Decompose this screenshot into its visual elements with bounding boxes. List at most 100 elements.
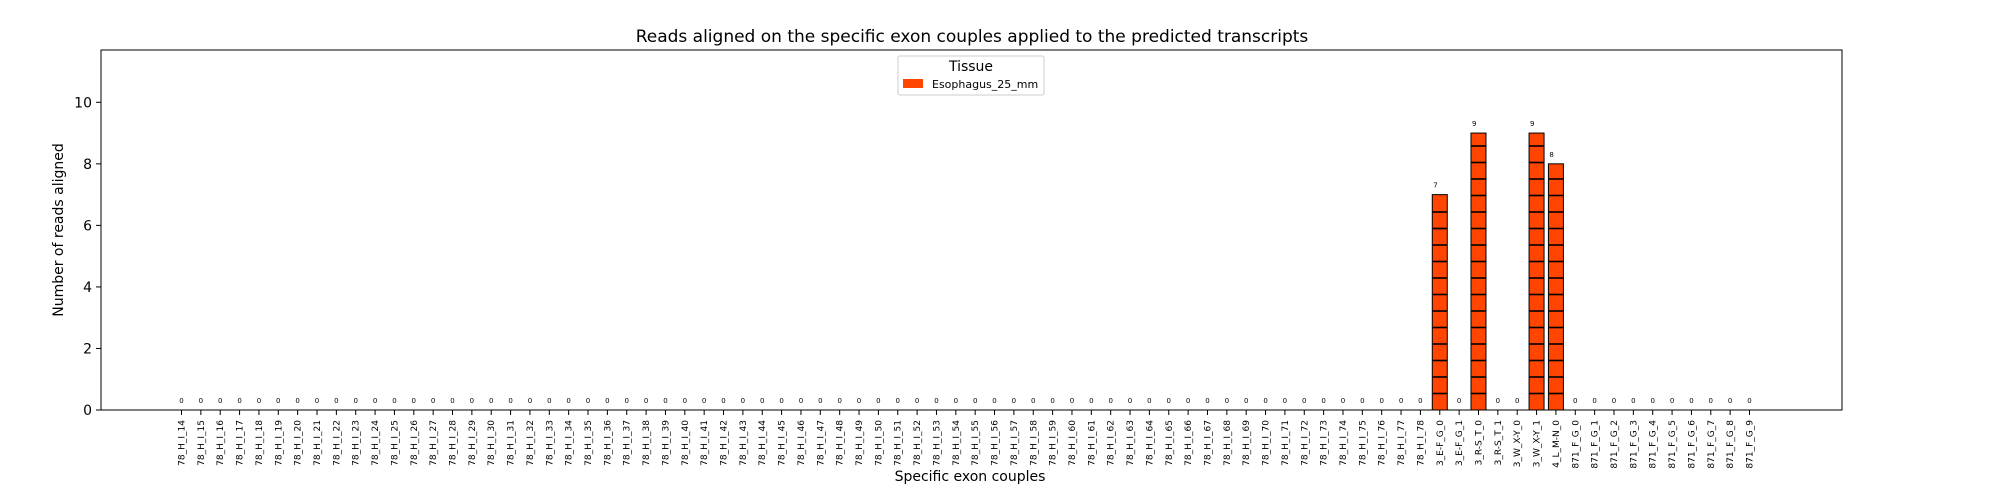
x-tick-label: 78_H_I_73 [1320,420,1330,466]
data-label: 0 [818,397,822,405]
plot-frame [100,49,1843,411]
x-tick-label: 78_H_I_76 [1378,420,1388,466]
data-label: 0 [1573,397,1577,405]
legend-swatch [903,79,923,88]
data-label: 0 [1147,397,1151,405]
x-tick-label: 78_H_I_53 [932,420,942,466]
data-label: 8 [1549,151,1553,159]
x-tick-label: 78_H_I_52 [913,420,923,466]
x-tick-label: 78_H_I_37 [623,420,633,466]
x-tick-label: 78_H_I_34 [565,420,575,466]
data-label: 0 [837,397,841,405]
x-tick-label: 871_F_G_1 [1591,420,1601,469]
x-tick-label: 78_H_I_41 [700,420,710,466]
x-tick-label: 3_R-S_T_0 [1474,420,1484,466]
x-tick-label: 78_H_I_72 [1300,420,1310,466]
data-label: 0 [1650,397,1654,405]
x-tick-label: 78_H_I_55 [971,420,981,466]
x-tick-label: 3_W_X-Y_0 [1513,420,1523,468]
data-label: 0 [1108,397,1112,405]
data-label: 0 [1321,397,1325,405]
x-tick-label: 78_H_I_20 [294,420,304,466]
data-label: 0 [663,397,667,405]
data-label: 0 [1263,397,1267,405]
x-tick-label: 78_H_I_38 [642,420,652,466]
x-tick-label: 78_H_I_43 [739,420,749,466]
x-tick-label: 78_H_I_26 [410,420,420,466]
data-label: 0 [295,397,299,405]
data-label: 0 [257,397,261,405]
data-label: 0 [760,397,764,405]
x-tick-label: 78_H_I_70 [1262,420,1272,466]
data-label: 0 [934,397,938,405]
data-label: 0 [334,397,338,405]
data-label: 0 [392,397,396,405]
data-label: 0 [1612,397,1616,405]
data-label: 9 [1530,120,1534,128]
data-label: 0 [896,397,900,405]
data-label: 0 [1186,397,1190,405]
data-label: 0 [237,397,241,405]
x-tick-label: 78_H_I_60 [1068,420,1078,466]
data-label: 7 [1433,182,1437,190]
x-tick-label: 78_H_I_67 [1203,420,1213,466]
x-tick-label: 78_H_I_49 [855,420,865,466]
x-tick-label: 78_H_I_68 [1223,420,1233,466]
y-tick-label: 6 [83,218,92,234]
y-tick-label: 2 [83,341,92,357]
data-label: 0 [431,397,435,405]
x-tick-label: 78_H_I_31 [507,420,517,466]
x-tick-label: 78_H_I_30 [487,420,497,466]
x-tick-label: 871_F_G_4 [1649,420,1659,469]
data-label: 0 [276,397,280,405]
x-tick-label: 78_H_I_19 [274,420,284,466]
x-tick-label: 78_H_I_47 [816,420,826,466]
x-tick-label: 78_H_I_61 [1087,420,1097,466]
x-tick-label: 3_E-F_G_0 [1436,420,1446,466]
data-label: 0 [1592,397,1596,405]
x-tick-label: 78_H_I_21 [313,420,323,466]
data-label: 0 [1128,397,1132,405]
data-label: 0 [199,397,203,405]
x-axis-label: Specific exon couples [895,469,1046,485]
x-tick-label: 78_H_I_56 [991,420,1001,466]
data-label: 0 [179,397,183,405]
x-tick-label: 3_W_X-Y_1 [1533,420,1543,467]
chart-title: Reads aligned on the specific exon coupl… [636,27,1309,47]
data-label: 0 [1050,397,1054,405]
data-label: 0 [1709,397,1713,405]
data-label: 0 [992,397,996,405]
y-tick-label: 10 [74,95,92,111]
data-label: 0 [1031,397,1035,405]
bar [1432,194,1448,410]
x-tick-label: 3_R-S_T_1 [1494,420,1504,465]
data-label: 0 [605,397,609,405]
legend: Tissue Esophagus_25_mm [897,55,1045,96]
x-tick-label: 78_H_I_57 [1010,420,1020,466]
data-label: 0 [1457,397,1461,405]
x-tick-label: 78_H_I_25 [390,420,400,466]
data-label: 0 [412,397,416,405]
x-tick-label: 78_H_I_42 [720,420,730,466]
x-tick-label: 78_H_I_75 [1358,420,1368,466]
x-tick-label: 3_E-F_G_1 [1455,420,1465,466]
x-tick-label: 78_H_I_66 [1184,420,1194,466]
data-label: 0 [683,397,687,405]
y-axis-label: Number of reads aligned [51,143,67,317]
x-tick-label: 78_H_I_29 [468,420,478,466]
data-label: 0 [1225,397,1229,405]
bar [1529,133,1545,411]
data-label: 0 [1283,397,1287,405]
data-label: 9 [1472,120,1476,128]
data-label: 0 [954,397,958,405]
x-tick-label: 78_H_I_69 [1242,420,1252,466]
data-label: 0 [1747,397,1751,405]
data-label: 0 [373,397,377,405]
x-tick-label: 78_H_I_24 [371,420,381,466]
x-tick-label: 78_H_I_23 [352,420,362,466]
data-label: 0 [1379,397,1383,405]
x-tick-label: 78_H_I_50 [874,420,884,466]
data-label: 0 [218,397,222,405]
data-label: 0 [566,397,570,405]
x-tick-label: 78_H_I_63 [1126,420,1136,466]
